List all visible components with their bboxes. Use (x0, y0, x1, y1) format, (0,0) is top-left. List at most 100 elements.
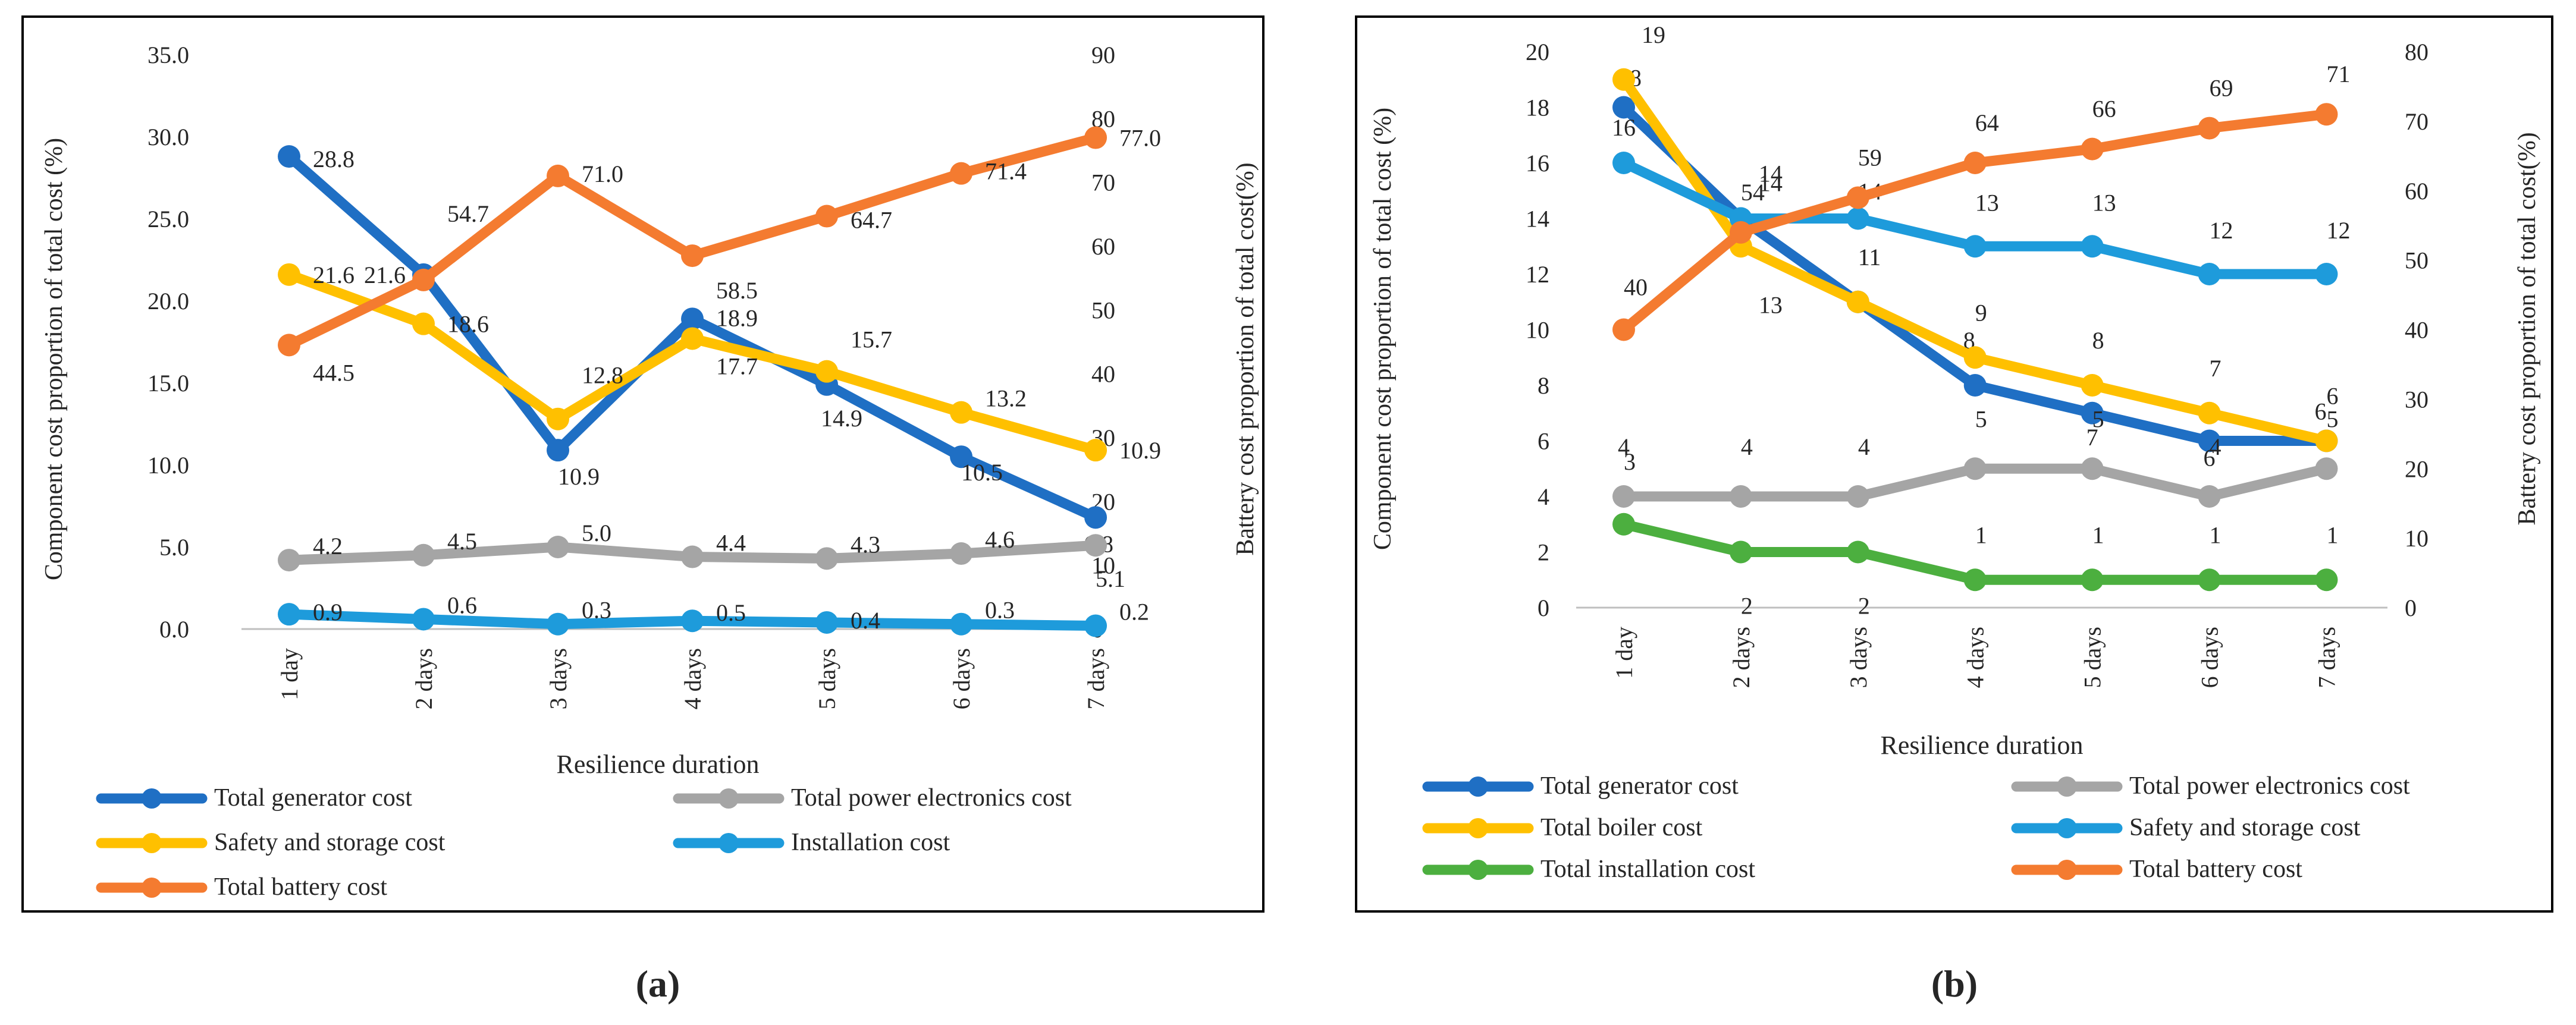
panel-a-series: 28.821.610.918.914.910.56.84.24.55.04.44… (278, 125, 1161, 637)
pa-data-label: 4.5 (447, 528, 477, 555)
pb-data-point (1963, 346, 1987, 369)
pa-data-label: 5.0 (582, 520, 611, 546)
pa-legend-marker (718, 833, 739, 853)
panel-b-left-axis-title: Component cost proportion of total cost … (1369, 108, 1397, 550)
pb-data-point (1846, 186, 1869, 209)
pa-data-point (1084, 534, 1107, 557)
pa-legend-label: Total power electronics cost (791, 784, 1072, 812)
pb-category-label: 1 day (1611, 627, 1637, 679)
pa-series-1: 4.2 4.5 5.0 4.4 4.3 4.6 5.1 (278, 520, 1125, 592)
panel-a: 0.05.010.015.020.025.030.035.0 010203040… (21, 15, 1265, 1005)
pb-data-point (2315, 103, 2338, 126)
pb-data-label: 5 (2326, 405, 2338, 432)
pb-right-tick-label: 50 (2405, 247, 2428, 274)
pa-legend-marker (142, 833, 162, 853)
pa-data-label: 14.9 (821, 405, 862, 432)
pb-data-label: 12 (2210, 217, 2233, 244)
pa-data-point (950, 162, 973, 185)
pa-right-tick-label: 90 (1091, 42, 1115, 68)
pb-legend-entry: Total boiler cost (1422, 814, 1703, 841)
pb-left-tick-label: 18 (1526, 95, 1549, 121)
pa-legend-entry: Total power electronics cost (673, 784, 1072, 812)
pa-data-label: 13.2 (985, 385, 1027, 412)
pa-data-point (1084, 439, 1107, 462)
pb-data-point (2315, 263, 2338, 285)
pb-data-point (2081, 457, 2104, 480)
pb-data-label: 2 (1858, 593, 1870, 620)
pa-data-label: 64.7 (851, 207, 892, 234)
pb-data-point (1846, 290, 1869, 313)
pb-data-label: 13 (1759, 291, 1783, 318)
pa-data-label: 71.0 (582, 161, 623, 187)
pa-data-point (681, 244, 704, 268)
pb-legend-label: Total battery cost (2129, 856, 2302, 883)
pa-series-3: 0.9 0.6 0.3 0.5 0.4 0.3 0.2 (278, 592, 1149, 637)
pb-data-point (2081, 235, 2104, 258)
pb-legend-entry: Total battery cost (2011, 856, 2302, 883)
pa-legend-entry: Safety and storage cost (96, 829, 445, 856)
pb-series-2: 19 13 11 9 8 7 6 (1612, 21, 2338, 452)
pb-data-point (1963, 152, 1987, 174)
pb-legend-entry: Total power electronics cost (2011, 772, 2410, 800)
pa-data-point (547, 612, 570, 636)
panel-b-legend: Total generator cost Total power electron… (1422, 772, 2410, 883)
pb-data-label: 4 (1858, 433, 1870, 460)
pb-data-label: 13 (1975, 189, 1999, 216)
pa-series-4: 44.5 54.7 71.0 58.5 64.7 71.4 77.0 (278, 125, 1161, 386)
pb-legend-entry: Total installation cost (1422, 856, 1755, 883)
pb-data-point (1612, 318, 1635, 341)
pa-data-point (950, 401, 973, 424)
pb-data-label: 5 (1975, 405, 1987, 432)
pb-left-tick-label: 6 (1538, 428, 1549, 455)
pa-data-point (950, 542, 973, 565)
panel-b-category-labels: 1 day 2 days 3 days 4 days 5 days 6 days 7 day… (1611, 627, 2340, 688)
pa-data-label: 0.5 (716, 599, 746, 626)
pa-right-tick-label: 40 (1091, 361, 1115, 388)
pb-data-label: 19 (1642, 21, 1665, 48)
pb-right-tick-label: 80 (2405, 39, 2428, 65)
pb-legend-entry: Total generator cost (1422, 772, 1739, 800)
pb-data-label: 11 (1858, 244, 1881, 271)
pb-legend-entry: Safety and storage cost (2011, 814, 2361, 841)
pa-data-label: 4.2 (313, 533, 343, 559)
pa-data-point (278, 334, 300, 357)
pa-data-point (412, 608, 435, 631)
pb-data-label: 59 (1858, 144, 1882, 171)
pb-data-point (1612, 96, 1635, 119)
pa-category-label: 3 days (545, 648, 572, 709)
pb-data-label: 1 (2326, 521, 2338, 548)
pb-data-point (2198, 568, 2221, 592)
pa-data-label: 0.3 (985, 597, 1015, 624)
pb-data-label: 16 (1612, 114, 1636, 141)
pb-data-label: 8 (2092, 327, 2104, 354)
pb-data-label: 64 (1975, 109, 1999, 136)
pa-data-label: 10.5 (961, 459, 1003, 486)
pb-data-label: 2 (1741, 593, 1753, 620)
pa-data-label: 18.9 (716, 304, 758, 331)
pb-right-tick-label: 40 (2405, 317, 2428, 344)
pb-left-tick-label: 12 (1526, 261, 1549, 288)
pb-left-tick-label: 8 (1538, 372, 1549, 399)
pb-left-tick-label: 0 (1538, 595, 1549, 621)
panel-b-right-tick-labels: 0 10 20 30 40 50 60 70 80 (2405, 39, 2428, 621)
pa-data-label: 77.0 (1119, 125, 1161, 152)
pa-data-label: 0.4 (851, 607, 880, 634)
pa-data-label: 12.8 (582, 362, 623, 389)
pb-data-point (2315, 457, 2338, 480)
pb-category-label: 7 days (2313, 627, 2340, 688)
pb-left-tick-label: 20 (1526, 39, 1549, 65)
pb-data-label: 71 (2326, 61, 2350, 87)
pb-data-point (2081, 374, 2104, 397)
pb-legend-label: Total power electronics cost (2129, 772, 2410, 800)
panel-a-right-axis-title: Battery cost proportion of total cost(%) (1232, 162, 1259, 555)
pa-data-label: 21.6 (364, 262, 406, 288)
pa-data-label: 0.9 (313, 599, 343, 625)
pb-legend-label: Total generator cost (1540, 772, 1739, 800)
pb-data-label: 1 (1975, 521, 1987, 548)
pb-left-tick-label: 4 (1538, 483, 1549, 510)
pb-data-point (2081, 568, 2104, 592)
pa-data-point (1084, 614, 1107, 637)
pa-data-label: 15.7 (851, 326, 892, 353)
pa-category-label: 4 days (679, 648, 706, 709)
